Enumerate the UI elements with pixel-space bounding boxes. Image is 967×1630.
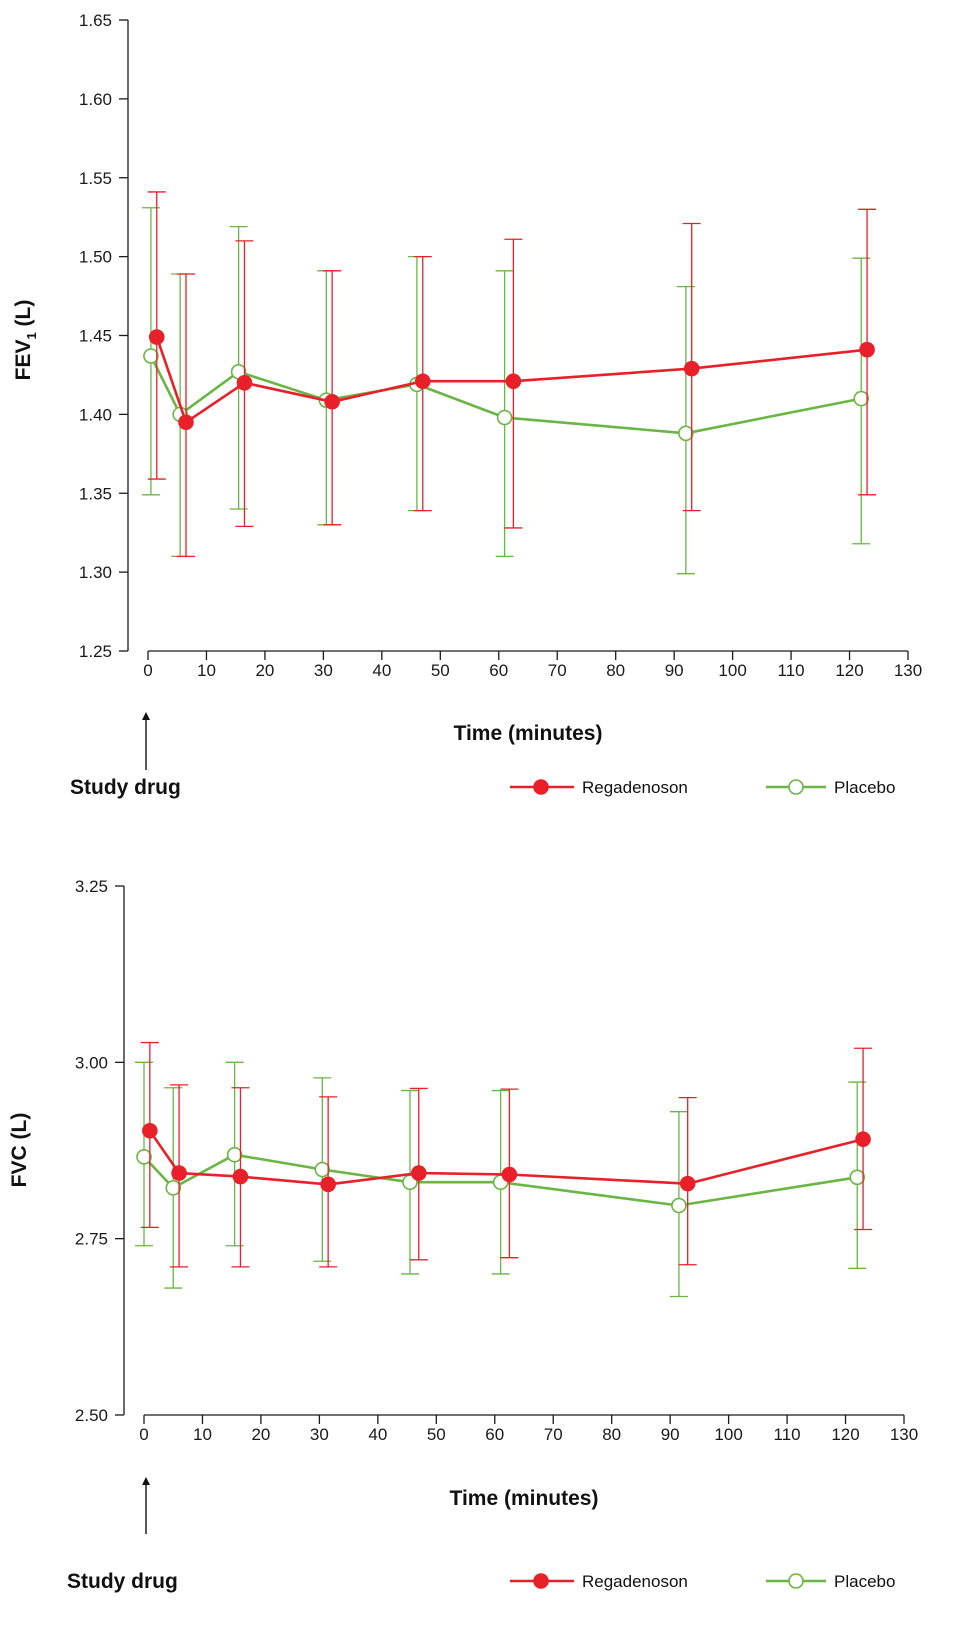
x-tick-label: 130 bbox=[890, 1425, 918, 1444]
series-line-regadenoson bbox=[155, 336, 868, 424]
study-drug-arrowhead bbox=[142, 712, 150, 720]
legend-marker-placebo bbox=[788, 1573, 804, 1589]
y-axis-title-tail: (L) bbox=[12, 300, 35, 333]
legend: Regadenoson Placebo bbox=[510, 778, 895, 797]
data-point-placebo bbox=[849, 1169, 866, 1186]
y-axis-title-main: FVC (L) bbox=[8, 1113, 31, 1188]
y-axis-title-main: FEV bbox=[12, 340, 35, 381]
y-tick-label: 3.00 bbox=[75, 1053, 108, 1072]
x-tick-label: 70 bbox=[544, 1425, 563, 1444]
data-point-placebo bbox=[314, 1161, 331, 1178]
x-tick-label: 30 bbox=[310, 1425, 329, 1444]
y-tick-label: 1.25 bbox=[79, 642, 112, 661]
data-point-placebo bbox=[136, 1149, 152, 1165]
x-tick-label: 50 bbox=[431, 661, 450, 680]
series-regadenoson bbox=[140, 1041, 873, 1268]
legend-label-regadenoson: Regadenoson bbox=[582, 1572, 688, 1591]
data-point-regadenoson bbox=[236, 375, 253, 391]
y-tick-label: 1.40 bbox=[79, 405, 112, 424]
data-point-regadenoson bbox=[148, 329, 165, 345]
y-tick-label: 1.50 bbox=[79, 248, 112, 267]
x-tick-label: 40 bbox=[372, 661, 391, 680]
x-tick-label: 60 bbox=[485, 1425, 504, 1444]
data-point-placebo bbox=[496, 409, 513, 426]
x-tick-label: 110 bbox=[774, 1425, 801, 1444]
y-tick-label: 2.50 bbox=[75, 1406, 108, 1425]
x-tick-label: 20 bbox=[251, 1425, 270, 1444]
data-point-regadenoson bbox=[855, 1131, 871, 1148]
series-line-regadenoson bbox=[148, 1130, 864, 1186]
x-tick-label: 130 bbox=[894, 661, 922, 680]
y-tick-label: 1.55 bbox=[79, 169, 112, 188]
data-point-regadenoson bbox=[178, 414, 194, 431]
legend-label-placebo: Placebo bbox=[834, 778, 895, 797]
legend-marker-regadenoson bbox=[533, 1573, 549, 1589]
legend-marker-placebo bbox=[788, 779, 804, 795]
data-point-regadenoson bbox=[410, 1165, 427, 1181]
legend-marker-regadenoson bbox=[533, 779, 549, 795]
data-point-regadenoson bbox=[142, 1122, 158, 1139]
study-drug-arrowhead bbox=[142, 1477, 150, 1485]
y-axis-title: FVC (L) bbox=[8, 1113, 31, 1188]
data-point-regadenoson bbox=[505, 373, 522, 390]
data-point-regadenoson bbox=[679, 1175, 696, 1192]
x-tick-label: 0 bbox=[143, 661, 152, 680]
x-tick-label: 20 bbox=[255, 661, 274, 680]
study-drug-label: Study drug bbox=[67, 1570, 178, 1593]
data-point-regadenoson bbox=[171, 1165, 187, 1181]
series-placebo bbox=[135, 1061, 867, 1298]
data-point-regadenoson bbox=[414, 373, 431, 390]
data-point-regadenoson bbox=[501, 1166, 518, 1183]
study-drug-label: Study drug bbox=[70, 776, 181, 799]
data-point-regadenoson bbox=[232, 1168, 249, 1185]
y-tick-label: 2.75 bbox=[75, 1230, 108, 1249]
data-point-placebo bbox=[226, 1146, 243, 1163]
y-tick-label: 1.60 bbox=[79, 90, 112, 109]
x-tick-label: 120 bbox=[831, 1425, 859, 1444]
series-regadenoson bbox=[147, 191, 877, 557]
data-point-regadenoson bbox=[324, 393, 340, 410]
x-tick-label: 50 bbox=[427, 1425, 446, 1444]
y-tick-label: 1.45 bbox=[79, 327, 112, 346]
x-tick-label: 120 bbox=[835, 661, 863, 680]
x-tick-label: 70 bbox=[548, 661, 567, 680]
y-tick-label: 1.65 bbox=[79, 11, 112, 30]
y-axis-title: FEV1 (L) bbox=[12, 300, 39, 381]
x-axis-title: Time (minutes) bbox=[450, 1487, 599, 1510]
x-tick-label: 40 bbox=[368, 1425, 387, 1444]
data-point-regadenoson bbox=[320, 1176, 336, 1193]
legend-label-placebo: Placebo bbox=[834, 1572, 895, 1591]
chart-2: 2.50 2.75 3.00 3.25 0 10 20 30 40 50 60 70 80 90 100 11… bbox=[8, 877, 918, 1593]
x-tick-label: 110 bbox=[778, 661, 805, 680]
x-tick-label: 90 bbox=[661, 1425, 680, 1444]
y-tick-label: 1.30 bbox=[79, 563, 112, 582]
chart-1: 1.25 1.30 1.35 1.40 1.45 1.50 1.55 1.60 1.65 0 10 2… bbox=[12, 11, 922, 799]
x-tick-label: 100 bbox=[714, 1425, 742, 1444]
x-axis-title: Time (minutes) bbox=[454, 722, 603, 745]
data-point-placebo bbox=[678, 425, 694, 442]
data-point-placebo bbox=[143, 348, 159, 364]
x-tick-label: 80 bbox=[602, 1425, 621, 1444]
data-point-regadenoson bbox=[859, 341, 875, 358]
data-point-placebo bbox=[671, 1197, 687, 1214]
data-point-regadenoson bbox=[683, 360, 700, 377]
y-tick-label: 3.25 bbox=[75, 877, 108, 896]
x-tick-label: 80 bbox=[606, 661, 625, 680]
series-placebo bbox=[141, 207, 871, 575]
x-tick-label: 60 bbox=[489, 661, 508, 680]
y-tick-label: 1.35 bbox=[79, 484, 112, 503]
data-point-placebo bbox=[165, 1180, 182, 1196]
x-tick-label: 10 bbox=[193, 1425, 212, 1444]
legend-label-regadenoson: Regadenoson bbox=[582, 778, 688, 797]
data-point-placebo bbox=[853, 390, 870, 407]
x-tick-label: 30 bbox=[314, 661, 333, 680]
x-tick-label: 90 bbox=[665, 661, 684, 680]
x-tick-label: 100 bbox=[718, 661, 746, 680]
y-axis-title-subscript: 1 bbox=[24, 332, 39, 339]
x-tick-label: 10 bbox=[197, 661, 216, 680]
x-tick-label: 0 bbox=[139, 1425, 148, 1444]
series-line-placebo bbox=[143, 1153, 858, 1207]
legend: Regadenoson Placebo bbox=[510, 1572, 895, 1591]
